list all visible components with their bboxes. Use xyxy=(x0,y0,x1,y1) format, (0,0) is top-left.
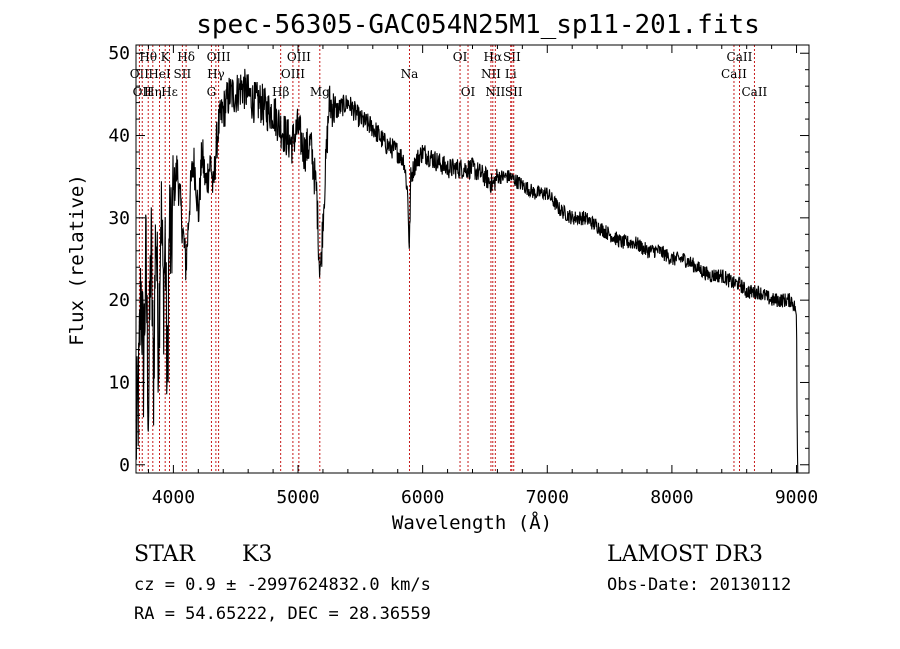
coordinates: RA = 54.65222, DEC = 28.36559 xyxy=(134,604,431,624)
line-marker-label: Hδ xyxy=(177,50,195,64)
plot-frame xyxy=(135,44,810,474)
obs-date: Obs-Date: 20130112 xyxy=(607,575,791,595)
spectral-subclass: K3 xyxy=(242,542,272,567)
y-tick-label: 50 xyxy=(108,43,130,64)
line-marker-label: Mg xyxy=(310,85,330,99)
line-marker-label: Li xyxy=(505,67,517,81)
line-marker-label: Hγ xyxy=(207,67,225,81)
line-marker-label: K xyxy=(161,50,171,64)
line-marker-label: G xyxy=(207,85,217,99)
object-class: STAR xyxy=(134,542,196,567)
line-marker-label: HeI xyxy=(148,67,171,81)
line-marker-label: CaII xyxy=(727,50,753,64)
y-tick-label: 40 xyxy=(108,126,130,147)
line-marker-label: Hθ xyxy=(139,50,157,64)
line-marker-label: Hη xyxy=(144,85,162,99)
line-marker-label: OIII xyxy=(281,67,305,81)
line-marker-label: SII xyxy=(505,85,523,99)
spectrum-line xyxy=(135,68,799,474)
line-marker-label: OI xyxy=(453,50,468,64)
line-marker-label: CaII xyxy=(721,67,747,81)
line-marker-label: OII xyxy=(133,85,153,99)
line-marker-label: Hα xyxy=(484,50,503,64)
line-marker-label: CaII xyxy=(741,85,767,99)
line-marker-label: OI xyxy=(461,85,476,99)
y-axis-label: Flux (relative) xyxy=(66,174,88,346)
y-tick-label: 10 xyxy=(108,372,130,393)
line-marker-label: NII xyxy=(481,67,501,81)
x-tick-label: 9000 xyxy=(775,487,818,508)
axis-ticks: 4000 5000 6000 7000 8000 9000 0 10 20 30 40 50 xyxy=(108,43,818,508)
y-tick-label: 20 xyxy=(108,290,130,311)
x-tick-label: 4000 xyxy=(152,487,195,508)
x-tick-label: 6000 xyxy=(401,487,444,508)
x-tick-label: 8000 xyxy=(650,487,693,508)
line-marker-label: OIII xyxy=(287,50,311,64)
line-marker-label: Hε xyxy=(161,85,178,99)
line-marker-label: NII xyxy=(485,85,505,99)
x-axis-label: Wavelength (Å) xyxy=(392,511,552,534)
line-marker-label: OIII xyxy=(207,50,231,64)
line-marker-label: Na xyxy=(401,67,419,81)
chart-title: spec-56305-GAC054N25M1_sp11-201.fits xyxy=(196,10,760,40)
survey-name: LAMOST DR3 xyxy=(607,542,763,567)
y-tick-label: 0 xyxy=(119,455,130,476)
redshift-line: cz = 0.9 ± -2997624832.0 km/s xyxy=(134,575,431,595)
y-tick-label: 30 xyxy=(108,208,130,229)
line-marker-label: SII xyxy=(503,50,521,64)
line-marker-label: SII xyxy=(174,67,192,81)
x-tick-label: 7000 xyxy=(526,487,569,508)
x-tick-label: 5000 xyxy=(276,487,319,508)
line-marker-label: Hβ xyxy=(272,85,289,99)
line-marker-label: OII xyxy=(130,67,150,81)
